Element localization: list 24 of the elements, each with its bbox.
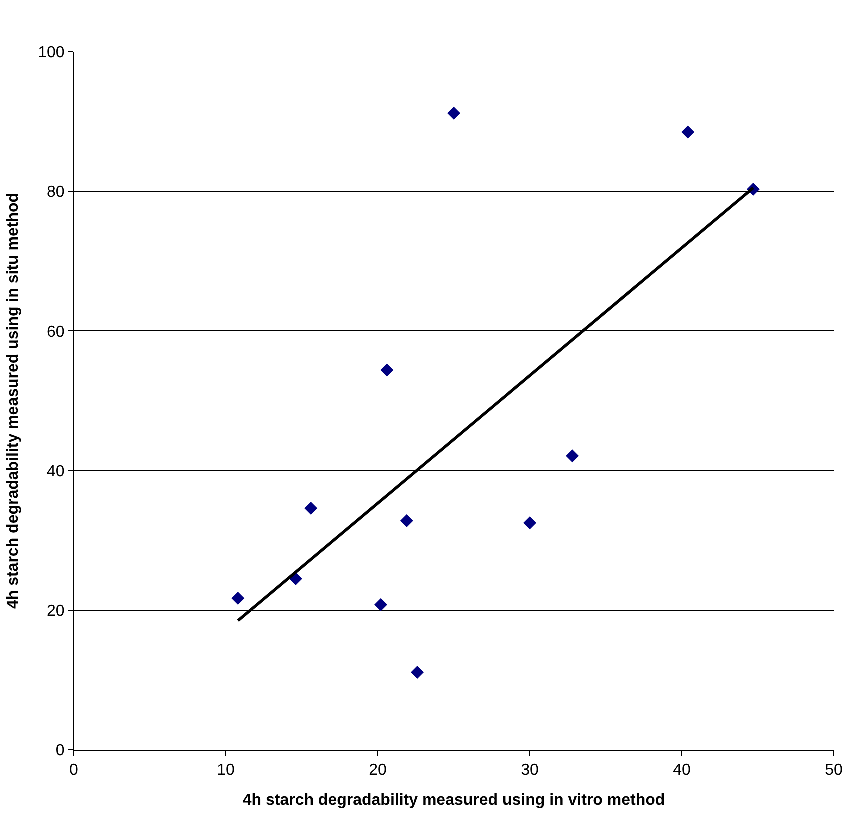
point	[380, 364, 394, 377]
point	[400, 514, 414, 528]
x-tick-label: 20	[369, 762, 387, 780]
x-tick-label: 50	[825, 762, 843, 780]
y-tick-label: 20	[47, 603, 65, 620]
point	[411, 666, 424, 680]
point	[682, 126, 695, 139]
x-axis-title: 4h starch degradability measured using in vitro method	[242, 792, 666, 809]
x-tick-label: 10	[217, 762, 235, 780]
y-tick-label: 60	[47, 324, 65, 341]
x-tick-label: 40	[673, 762, 691, 780]
point	[524, 516, 536, 530]
y-tick-label: 100	[38, 44, 65, 62]
point	[304, 502, 318, 515]
point	[232, 592, 245, 606]
x-tick-label: 0	[70, 762, 79, 780]
y-axis-title: 4h starch degradability measured using in situ method	[4, 192, 22, 610]
y-tick-label: 40	[47, 463, 65, 480]
point	[566, 450, 580, 463]
y-tick-label: 0	[56, 742, 65, 760]
point	[448, 106, 460, 120]
x-tick-label: 30	[521, 762, 539, 780]
y-tick-label: 80	[47, 184, 65, 202]
point	[374, 598, 388, 612]
